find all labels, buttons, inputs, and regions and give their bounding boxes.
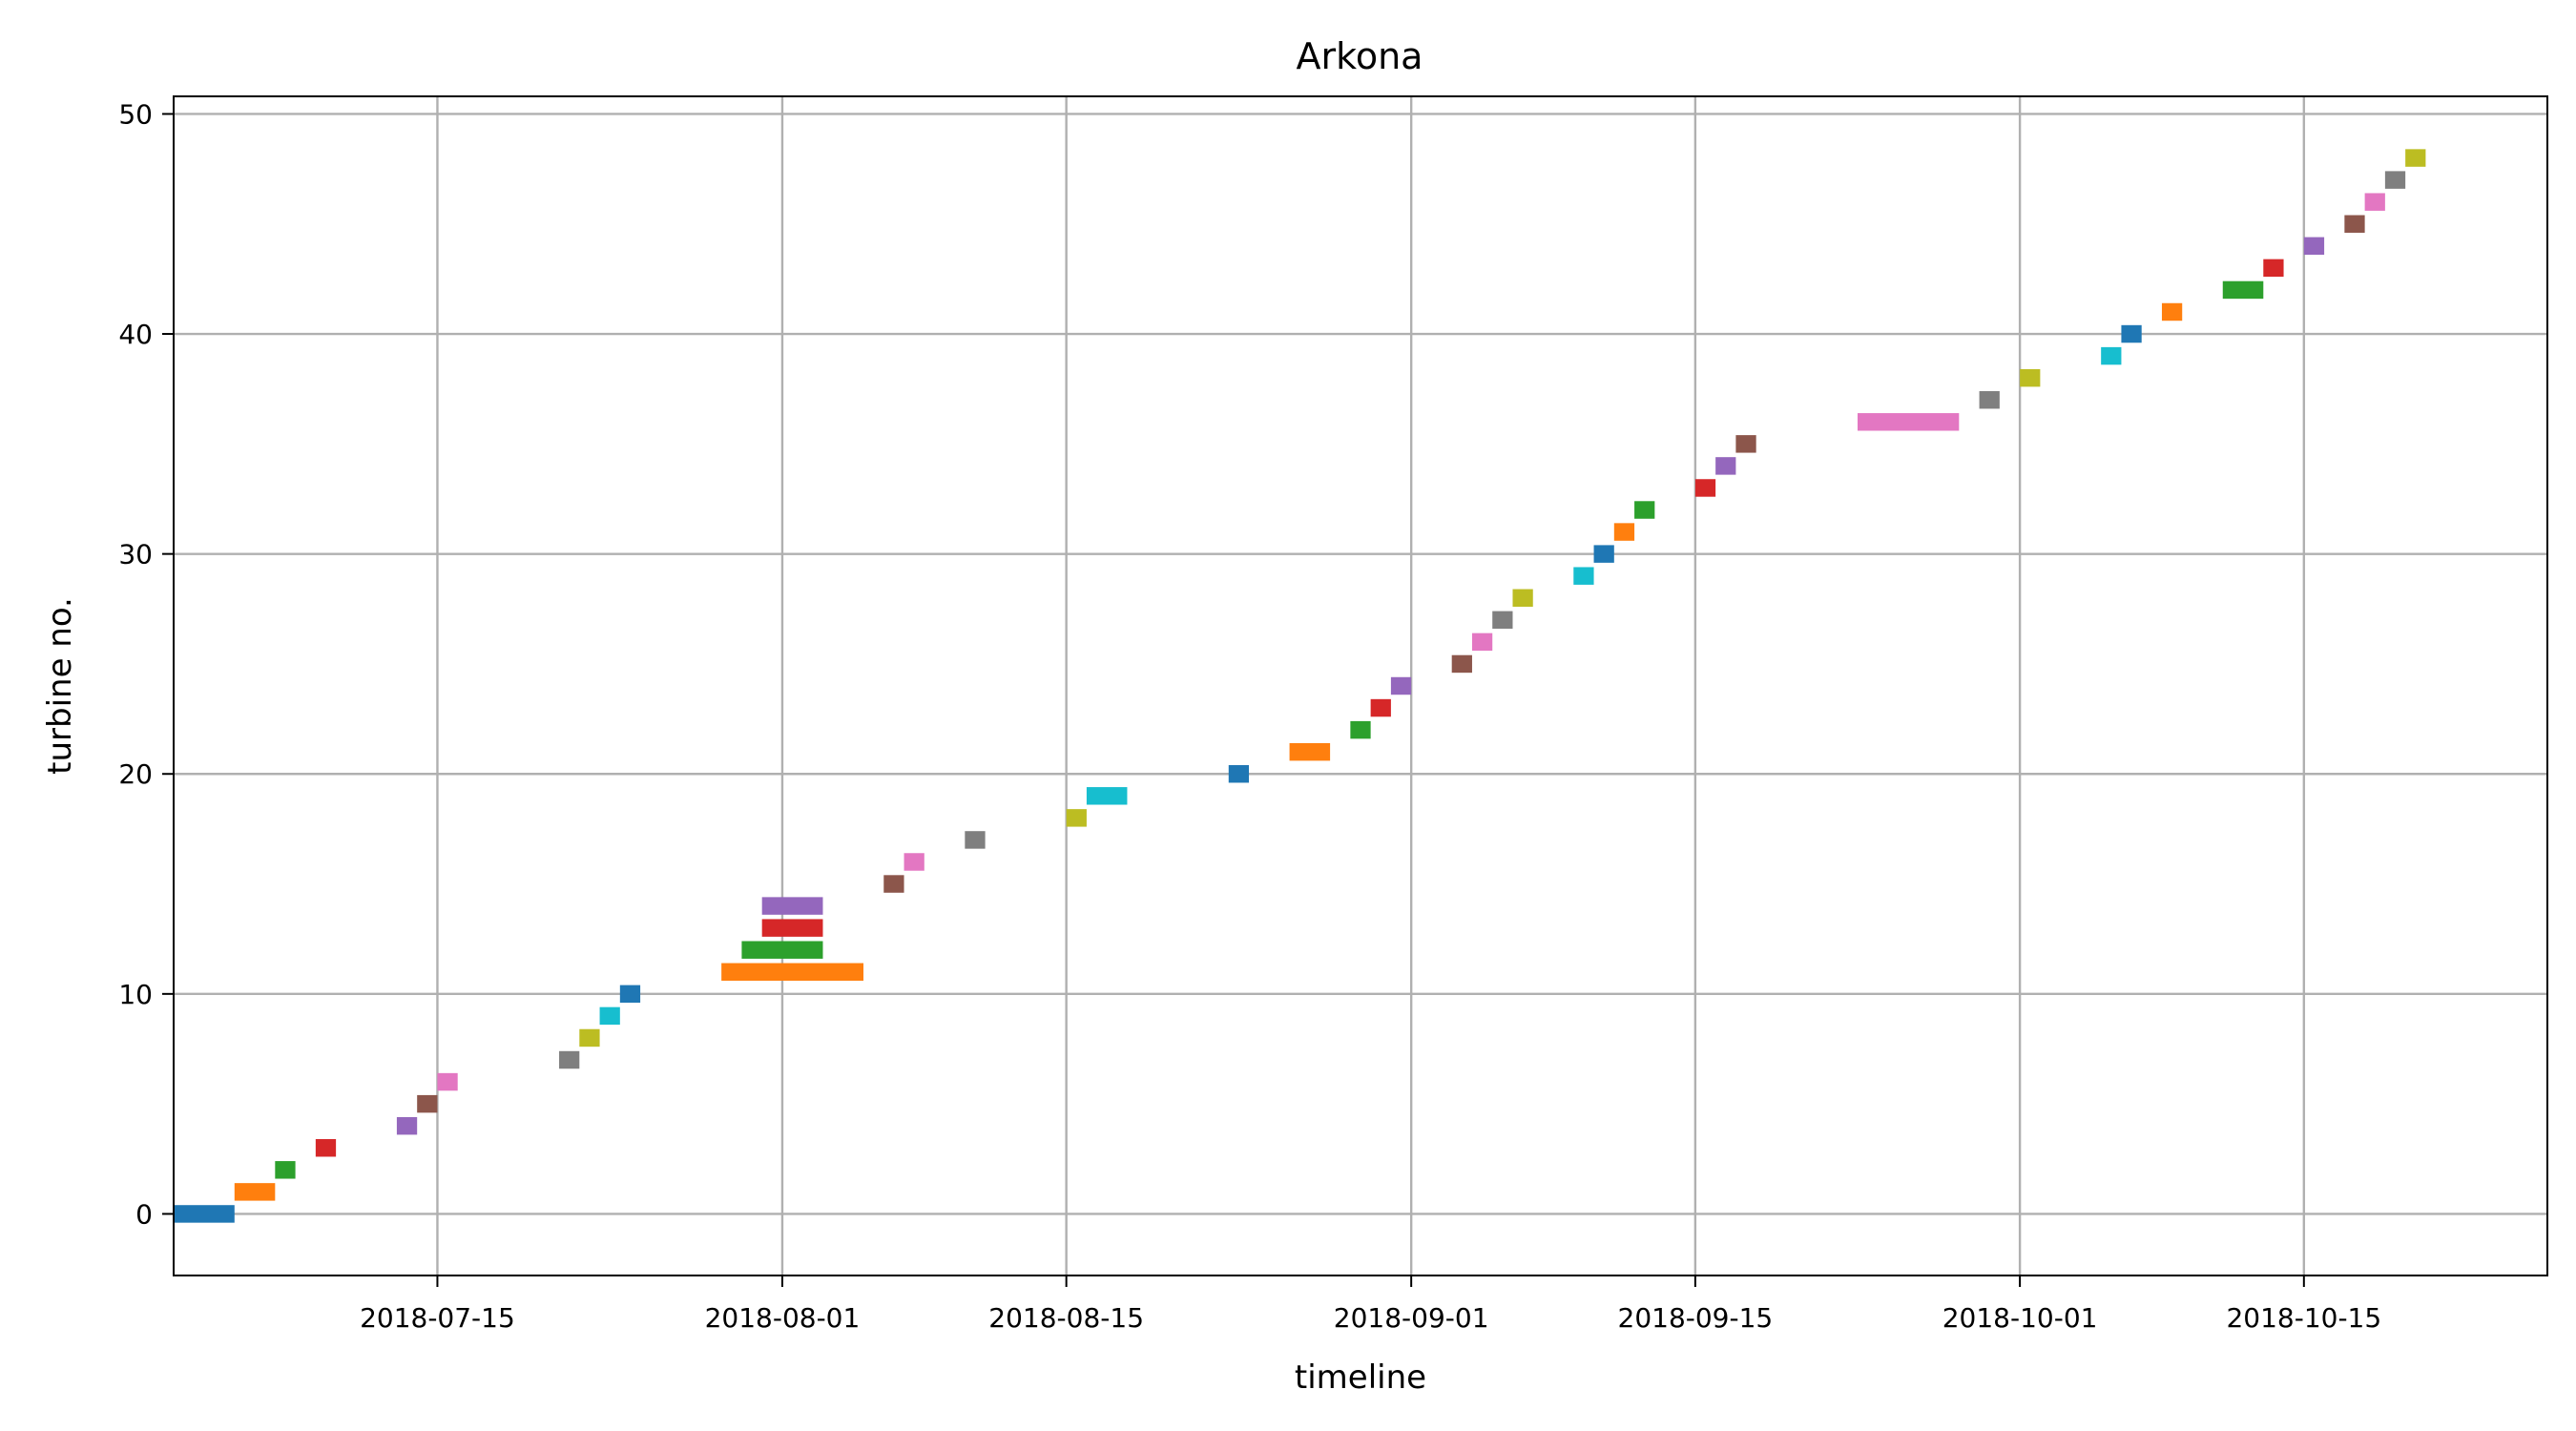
interval-bar-turbine-45	[2344, 215, 2365, 233]
interval-bar-turbine-4	[396, 1116, 418, 1135]
y-tick-label: 30	[118, 539, 153, 570]
interval-bar-turbine-34	[1715, 457, 1736, 475]
interval-bar-turbine-22	[1350, 720, 1371, 739]
y-axis: 0 10 20 30 40 50	[118, 98, 174, 1230]
interval-bar-turbine-37	[1979, 391, 2000, 409]
interval-bar-turbine-0	[174, 1205, 235, 1223]
x-tick-label: 2018-09-01	[1334, 1302, 1489, 1334]
gridlines	[174, 96, 2547, 1275]
y-tick-label: 10	[118, 979, 153, 1010]
interval-bar-turbine-23	[1370, 698, 1391, 717]
interval-bar-turbine-21	[1289, 742, 1331, 761]
interval-bar-turbine-30	[1593, 545, 1614, 563]
chart-title: Arkona	[1297, 35, 1423, 77]
interval-bar-turbine-48	[2405, 149, 2426, 167]
y-axis-label: turbine no.	[41, 597, 79, 775]
axes-frame	[173, 95, 2548, 1276]
x-axis-label: timeline	[1295, 1358, 1426, 1397]
interval-bar-turbine-5	[417, 1094, 438, 1113]
x-tick-label: 2018-10-01	[1942, 1302, 2098, 1334]
interval-bar-turbine-1	[234, 1183, 276, 1201]
interval-bar-turbine-12	[741, 941, 823, 959]
interval-bar-turbine-17	[965, 831, 986, 849]
interval-bar-turbine-26	[1471, 633, 1493, 652]
y-tick-label: 0	[135, 1198, 153, 1230]
interval-bar-turbine-11	[721, 963, 864, 981]
interval-bar-turbine-29	[1573, 567, 1594, 585]
interval-bar-turbine-15	[883, 875, 904, 893]
interval-bar-turbine-46	[2364, 193, 2385, 211]
interval-bar-turbine-19	[1086, 787, 1128, 805]
interval-bar-turbine-33	[1694, 479, 1716, 497]
interval-bar-turbine-32	[1634, 501, 1655, 519]
interval-bar-turbine-44	[2303, 237, 2325, 256]
interval-bar-turbine-9	[599, 1006, 620, 1026]
interval-bar-turbine-24	[1390, 676, 1412, 695]
interval-bar-turbine-31	[1613, 523, 1635, 541]
interval-bar-turbine-14	[761, 897, 823, 915]
x-tick-label: 2018-10-15	[2226, 1302, 2381, 1334]
interval-bar-turbine-36	[1857, 413, 1960, 431]
interval-bar-turbine-8	[579, 1028, 600, 1047]
interval-bar-turbine-10	[619, 985, 641, 1004]
y-tick-label: 20	[118, 758, 153, 790]
bars	[174, 149, 2426, 1223]
interval-bar-turbine-41	[2161, 302, 2183, 321]
interval-bar-turbine-39	[2101, 346, 2122, 365]
y-tick-label: 40	[118, 319, 153, 350]
x-tick-label: 2018-08-15	[988, 1302, 1144, 1334]
interval-bar-turbine-20	[1228, 765, 1250, 783]
interval-bar-turbine-27	[1492, 611, 1513, 630]
interval-bar-turbine-7	[559, 1050, 580, 1069]
interval-bar-turbine-6	[437, 1072, 458, 1091]
x-axis: 2018-07-15 2018-08-01 2018-08-15 2018-09-01…	[360, 1275, 2381, 1334]
interval-bar-turbine-25	[1451, 654, 1472, 674]
interval-bar-turbine-13	[761, 919, 823, 937]
x-tick-label: 2018-08-01	[705, 1302, 861, 1334]
x-tick-label: 2018-09-15	[1618, 1302, 1774, 1334]
interval-bar-turbine-2	[275, 1161, 296, 1179]
interval-bar-turbine-3	[315, 1139, 337, 1157]
interval-bar-turbine-43	[2263, 259, 2284, 278]
interval-bar-turbine-28	[1512, 589, 1533, 607]
interval-bar-turbine-40	[2121, 324, 2142, 343]
x-tick-label: 2018-07-15	[360, 1302, 515, 1334]
interval-bar-turbine-38	[2020, 368, 2041, 387]
y-tick-label: 50	[118, 98, 153, 130]
interval-bar-turbine-47	[2384, 171, 2406, 189]
interval-bar-turbine-16	[904, 853, 924, 871]
interval-bar-turbine-42	[2222, 280, 2264, 300]
interval-bar-turbine-35	[1735, 435, 1756, 453]
interval-bar-turbine-18	[1066, 809, 1087, 827]
